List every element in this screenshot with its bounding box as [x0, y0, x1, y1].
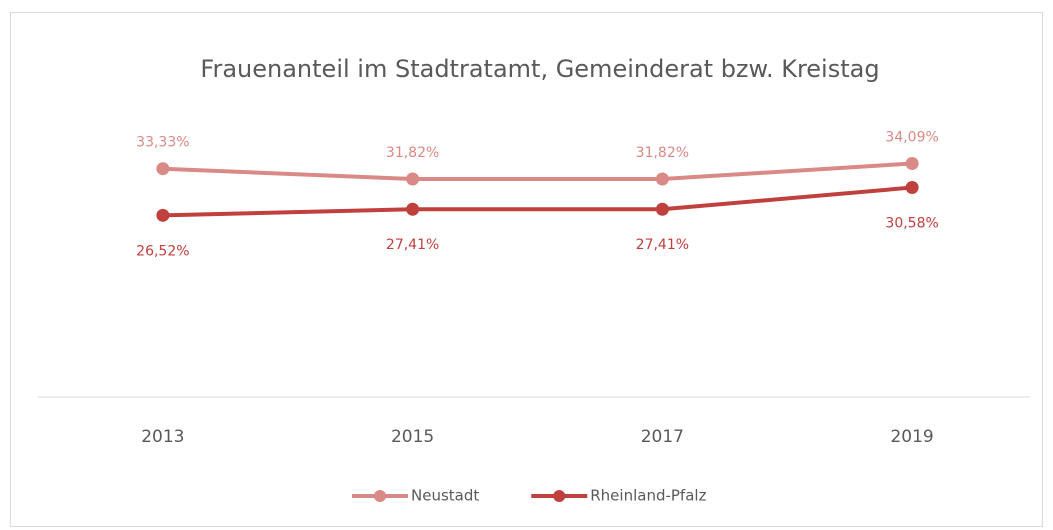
chart-title: Frauenanteil im Stadtratamt, Gemeinderat…: [200, 55, 879, 83]
data-point: [156, 208, 170, 222]
legend-marker: [553, 490, 566, 502]
data-point: [406, 202, 420, 216]
series-line: [162, 161, 913, 182]
data-label: 31,82%: [636, 145, 689, 161]
data-label: 30,58%: [885, 216, 938, 232]
legend-label: Rheinland-Pfalz: [590, 487, 706, 505]
data-point: [406, 172, 420, 186]
legend-label: Neustadt: [411, 487, 479, 505]
x-tick-label: 2013: [141, 427, 184, 447]
data-point: [905, 156, 919, 170]
data-point: [905, 181, 919, 195]
data-label: 31,82%: [386, 145, 439, 161]
data-label: 27,41%: [386, 237, 439, 253]
series-line: [162, 185, 913, 218]
x-tick-label: 2019: [890, 427, 933, 447]
legend-marker: [374, 490, 386, 502]
data-label: 27,41%: [636, 237, 689, 253]
data-point: [655, 172, 669, 186]
data-label: 34,09%: [885, 129, 938, 145]
data-label: 26,52%: [136, 243, 189, 259]
x-tick-label: 2015: [391, 427, 434, 447]
data-label: 33,33%: [136, 135, 189, 151]
x-tick-label: 2017: [641, 427, 684, 447]
data-point: [156, 162, 170, 176]
data-point: [655, 202, 669, 216]
chart-border: [10, 12, 1043, 527]
